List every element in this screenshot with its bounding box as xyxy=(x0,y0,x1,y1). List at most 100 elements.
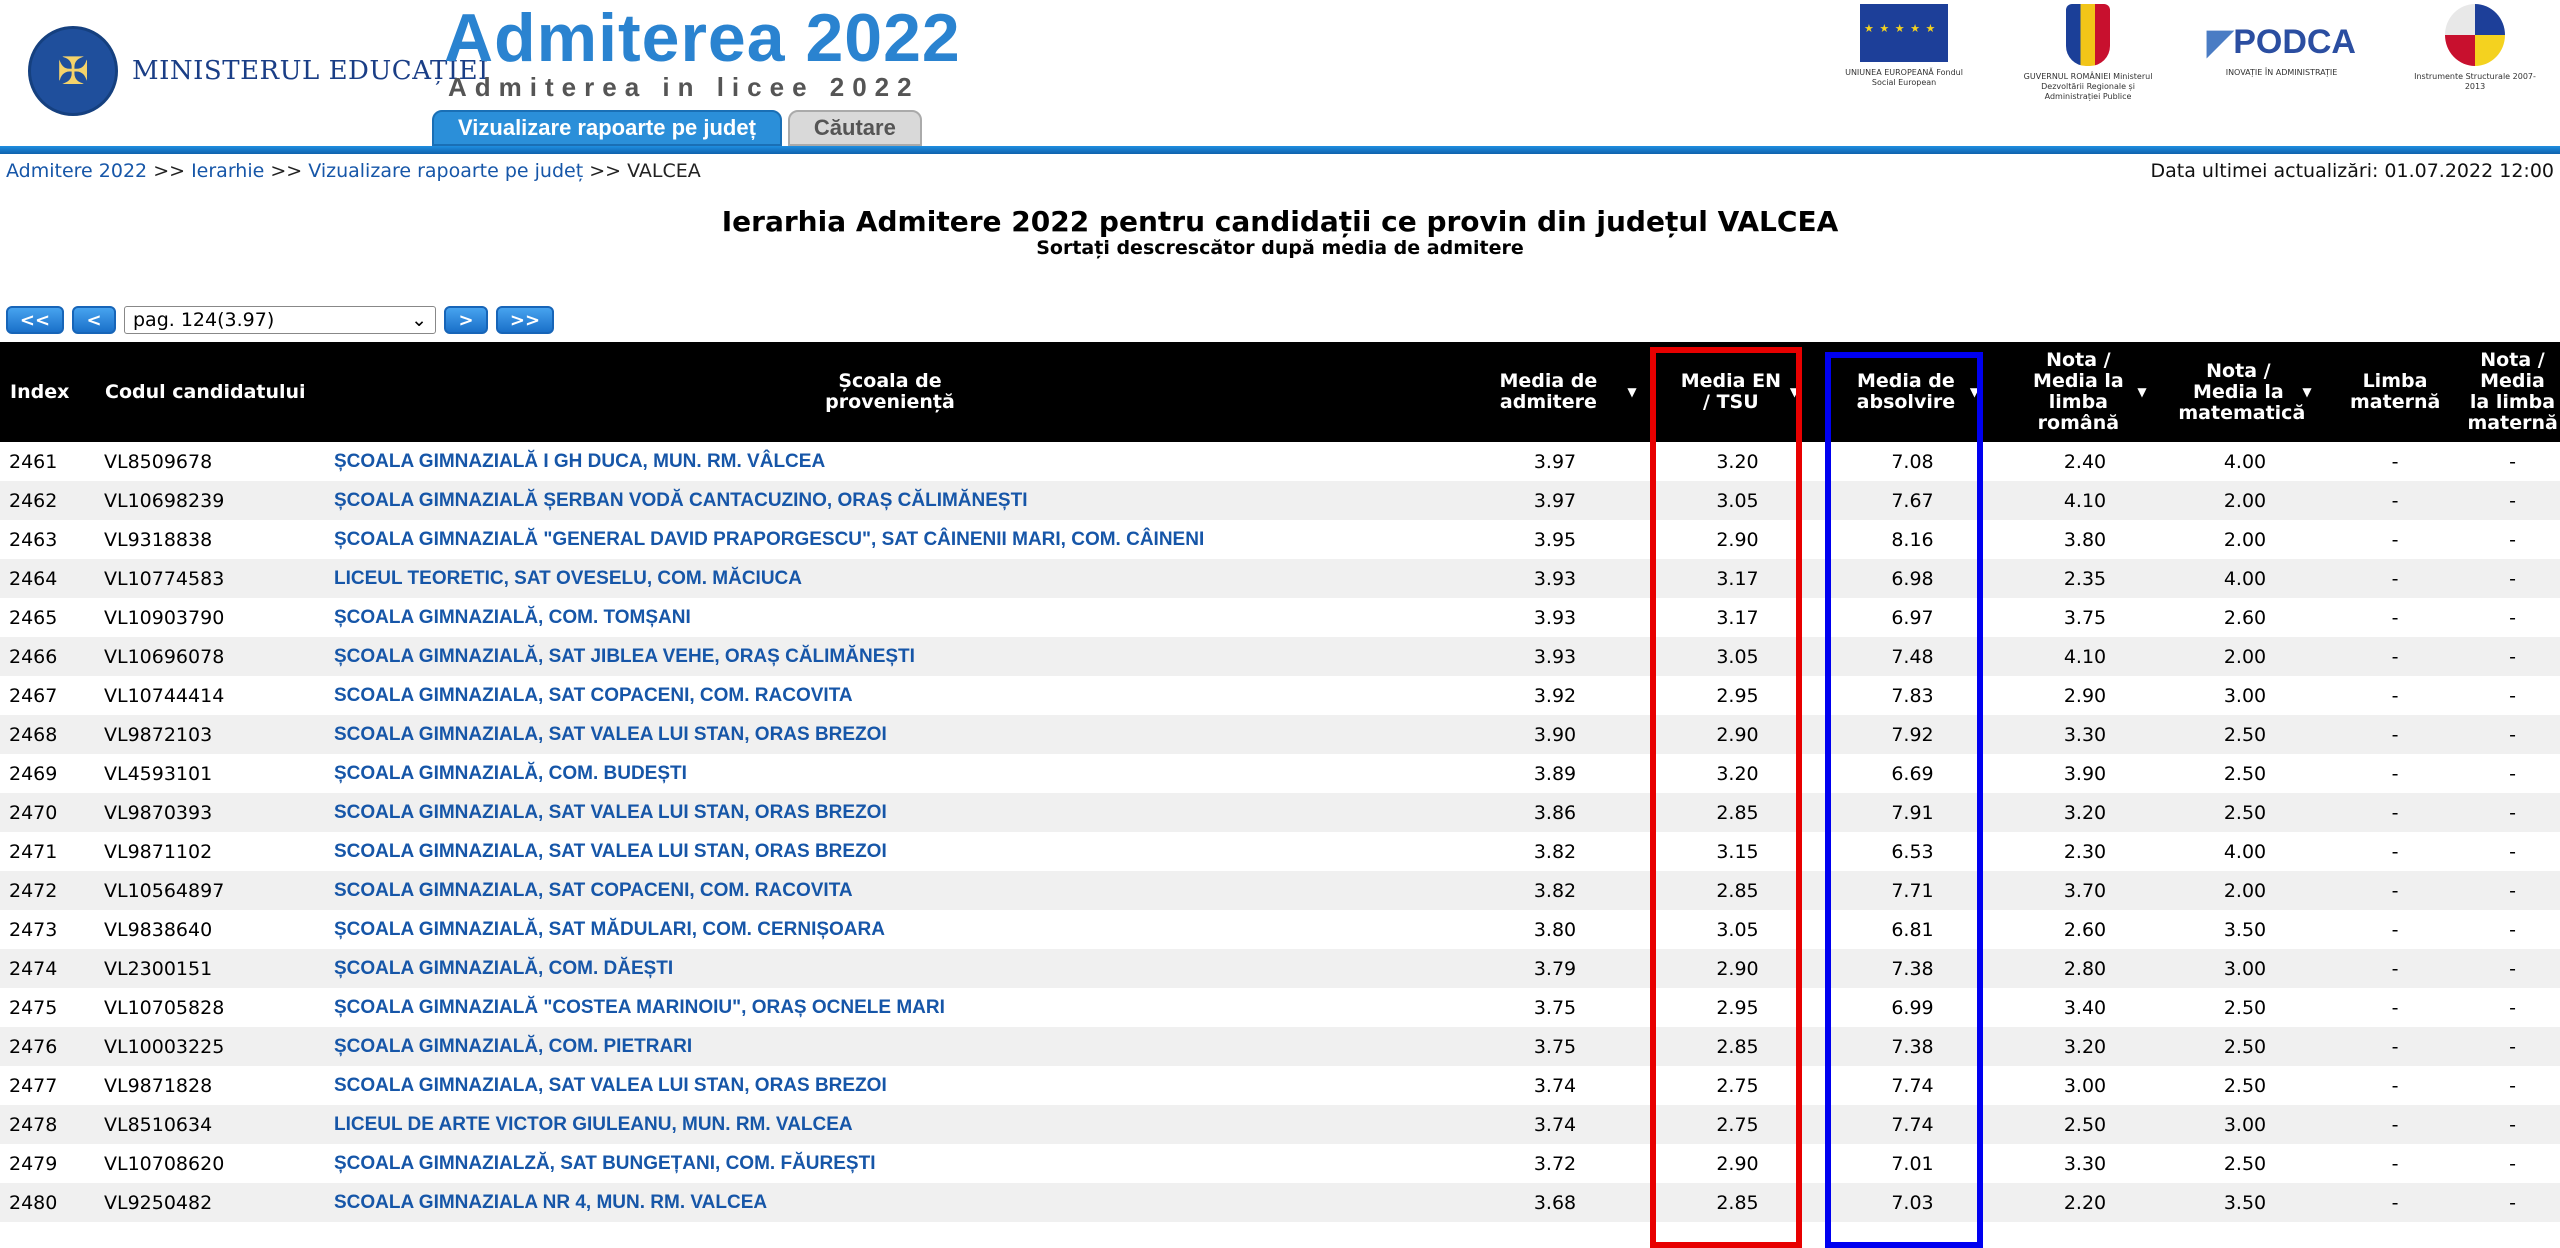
cell-nota-romana: 2.50 xyxy=(2063,1113,2107,1136)
table-row: 2473 VL9838640 ȘCOALA GIMNAZIALĂ, SAT MĂDU… xyxy=(0,910,2560,949)
col-nota-matematica[interactable]: Nota / Media la matematică ▼ xyxy=(2165,342,2325,442)
table-row: 2465 VL10903790 ȘCOALA GIMNAZIALĂ, COM. TO… xyxy=(0,598,2560,637)
cell-media-absolvire: 7.03 xyxy=(1891,1191,1934,1214)
school-link[interactable]: ȘCOALA GIMNAZIALĂ, COM. TOMȘANI xyxy=(334,607,691,628)
cell-limba-materna: - xyxy=(2391,918,2399,941)
last-updated: Data ultimei actualizări: 01.07.2022 12:… xyxy=(2150,160,2554,182)
cell-code: VL10696078 xyxy=(104,645,225,668)
cell-code: VL9250482 xyxy=(104,1191,213,1214)
cell-limba-materna: - xyxy=(2391,840,2399,863)
school-link[interactable]: SCOALA GIMNAZIALA, SAT COPACENI, COM. RA… xyxy=(334,685,853,706)
col-nota-romana[interactable]: Nota / Media la limba română ▼ xyxy=(2005,342,2165,442)
cell-media-absolvire: 6.81 xyxy=(1891,918,1934,941)
page-subtitle: Sortați descrescător după media de admit… xyxy=(1036,237,1524,259)
next-page-button[interactable]: > xyxy=(444,306,488,334)
cell-nota-limba-materna: - xyxy=(2509,606,2516,629)
cell-limba-materna: - xyxy=(2391,1152,2399,1175)
first-page-button[interactable]: << xyxy=(6,306,64,334)
school-link[interactable]: ȘCOALA GIMNAZIALĂ ȘERBAN VODĂ CANTACUZIN… xyxy=(334,490,1028,511)
cell-code: VL10003225 xyxy=(104,1035,225,1058)
table-row: 2463 VL9318838 ȘCOALA GIMNAZIALĂ "GENERAL … xyxy=(0,520,2560,559)
school-link[interactable]: SCOALA GIMNAZIALA, SAT VALEA LUI STAN, O… xyxy=(334,724,887,745)
breadcrumb-ierarhie[interactable]: Ierarhie xyxy=(191,160,265,182)
school-link[interactable]: ȘCOALA GIMNAZIALĂ "COSTEA MARINOIU", ORA… xyxy=(334,997,945,1018)
cell-nota-matematica: 2.60 xyxy=(2223,606,2267,629)
cell-limba-materna: - xyxy=(2391,528,2399,551)
col-code: Codul candidatului xyxy=(105,380,306,403)
cell-code: VL2300151 xyxy=(104,957,213,980)
cell-media-en: 2.85 xyxy=(1716,879,1759,902)
cell-nota-romana: 3.00 xyxy=(2063,1074,2107,1097)
table-row: 2469 VL4593101 ȘCOALA GIMNAZIALĂ, COM. BUD… xyxy=(0,754,2560,793)
cell-media-en: 2.90 xyxy=(1716,528,1759,551)
cell-index: 2468 xyxy=(9,723,58,746)
breadcrumb-separator: >> xyxy=(153,160,186,182)
cell-media-en: 2.90 xyxy=(1716,1152,1759,1175)
school-link[interactable]: ȘCOALA GIMNAZIALĂ, COM. DĂEȘTI xyxy=(334,958,674,979)
tab-cautare[interactable]: Căutare xyxy=(787,110,922,146)
cell-index: 2470 xyxy=(9,801,58,824)
school-link[interactable]: LICEUL DE ARTE VICTOR GIULEANU, MUN. RM.… xyxy=(334,1114,853,1135)
breadcrumb-separator: >> xyxy=(270,160,303,182)
cell-nota-limba-materna: - xyxy=(2509,450,2516,473)
cell-nota-romana: 2.35 xyxy=(2063,567,2107,590)
page-title: Ierarhia Admitere 2022 pentru candidații… xyxy=(721,205,1839,238)
table-row: 2477 VL9871828 SCOALA GIMNAZIALA, SAT VALE… xyxy=(0,1066,2560,1105)
cell-school: SCOALA GIMNAZIALA, SAT VALEA LUI STAN, O… xyxy=(325,801,1455,824)
cell-index: 2469 xyxy=(9,762,58,785)
cell-nota-matematica: 3.00 xyxy=(2223,957,2267,980)
cell-nota-romana: 3.20 xyxy=(2063,801,2107,824)
school-link[interactable]: ȘCOALA GIMNAZIALĂ, COM. BUDEȘTI xyxy=(334,763,687,784)
cell-media-admitere: 3.75 xyxy=(1533,1035,1577,1058)
school-link[interactable]: ȘCOALA GIMNAZIALĂ, SAT JIBLEA VEHE, ORAȘ… xyxy=(334,646,915,667)
cell-code: VL9871102 xyxy=(104,840,213,863)
cell-nota-matematica: 2.50 xyxy=(2223,1074,2267,1097)
col-media-admitere[interactable]: Media de admitere ▼ xyxy=(1455,342,1655,442)
cell-media-admitere: 3.75 xyxy=(1533,996,1577,1019)
school-link[interactable]: ȘCOALA GIMNAZIALĂ, SAT MĂDULARI, COM. CE… xyxy=(334,919,885,940)
cell-nota-romana: 2.20 xyxy=(2063,1191,2107,1214)
cell-media-admitere: 3.97 xyxy=(1533,450,1577,473)
cell-limba-materna: - xyxy=(2391,450,2399,473)
school-link[interactable]: ȘCOALA GIMNAZIALĂ I GH DUCA, MUN. RM. VÂ… xyxy=(334,451,826,472)
ministry-name: MINISTERUL EDUCAȚIEI xyxy=(132,56,489,86)
school-link[interactable]: ȘCOALA GIMNAZIALĂ "GENERAL DAVID PRAPORG… xyxy=(334,529,1205,550)
cell-nota-romana: 2.40 xyxy=(2063,450,2107,473)
col-media-absolvire[interactable]: Media de absolvire ▼ xyxy=(1820,342,2005,442)
col-index: Index xyxy=(10,380,70,403)
prev-page-button[interactable]: < xyxy=(72,306,116,334)
brand-logo[interactable]: Admiterea 2022 Admiterea in licee 2022 xyxy=(444,0,961,103)
school-link[interactable]: SCOALA GIMNAZIALA NR 4, MUN. RM. VALCEA xyxy=(334,1192,768,1213)
cell-media-en: 2.85 xyxy=(1716,1035,1759,1058)
breadcrumb-admitere-2022[interactable]: Admitere 2022 xyxy=(6,160,148,182)
school-link[interactable]: SCOALA GIMNAZIALA, SAT VALEA LUI STAN, O… xyxy=(334,802,887,823)
cell-school: ȘCOALA GIMNAZIALĂ I GH DUCA, MUN. RM. VÂ… xyxy=(325,450,1455,473)
last-page-button[interactable]: >> xyxy=(496,306,554,334)
cell-school: SCOALA GIMNAZIALA, SAT COPACENI, COM. RA… xyxy=(325,684,1455,707)
table-row: 2480 VL9250482 SCOALA GIMNAZIALA NR 4, MUN… xyxy=(0,1183,2560,1222)
cell-nota-matematica: 2.00 xyxy=(2223,879,2267,902)
sort-desc-icon: ▼ xyxy=(1969,384,1980,399)
col-media-en[interactable]: Media EN / TSU ▼ xyxy=(1655,342,1820,442)
breadcrumb-vizualizare[interactable]: Vizualizare rapoarte pe județ xyxy=(308,160,584,182)
school-link[interactable]: SCOALA GIMNAZIALA, SAT VALEA LUI STAN, O… xyxy=(334,841,887,862)
school-link[interactable]: ȘCOALA GIMNAZIALZĂ, SAT BUNGEȚANI, COM. … xyxy=(334,1153,876,1174)
table-row: 2461 VL8509678 ȘCOALA GIMNAZIALĂ I GH DUCA… xyxy=(0,442,2560,481)
cell-limba-materna: - xyxy=(2391,996,2399,1019)
podca-logo: ◤PODCA INOVAȚIE ÎN ADMINISTRAȚIE xyxy=(2207,4,2356,78)
cell-limba-materna: - xyxy=(2391,1191,2399,1214)
cell-code: VL8510634 xyxy=(104,1113,213,1136)
cell-nota-matematica: 2.50 xyxy=(2223,801,2267,824)
cell-school: ȘCOALA GIMNAZIALĂ "COSTEA MARINOIU", ORA… xyxy=(325,996,1455,1019)
page-select[interactable]: pag. 124(3.97) ⌄ xyxy=(124,306,436,334)
school-link[interactable]: LICEUL TEORETIC, SAT OVESELU, COM. MĂCIU… xyxy=(334,568,802,589)
tab-vizualizare-rapoarte[interactable]: Vizualizare rapoarte pe județ xyxy=(432,110,782,146)
cell-media-admitere: 3.95 xyxy=(1533,528,1577,551)
ministry-logo[interactable]: ✠ MINISTERUL EDUCAȚIEI xyxy=(28,26,489,116)
cell-index: 2463 xyxy=(9,528,58,551)
table-row: 2478 VL8510634 LICEUL DE ARTE VICTOR GIULE… xyxy=(0,1105,2560,1144)
school-link[interactable]: ȘCOALA GIMNAZIALĂ, COM. PIETRARI xyxy=(334,1036,693,1057)
cell-media-en: 2.90 xyxy=(1716,723,1759,746)
school-link[interactable]: SCOALA GIMNAZIALA, SAT VALEA LUI STAN, O… xyxy=(334,1075,887,1096)
school-link[interactable]: SCOALA GIMNAZIALA, SAT COPACENI, COM. RA… xyxy=(334,880,853,901)
